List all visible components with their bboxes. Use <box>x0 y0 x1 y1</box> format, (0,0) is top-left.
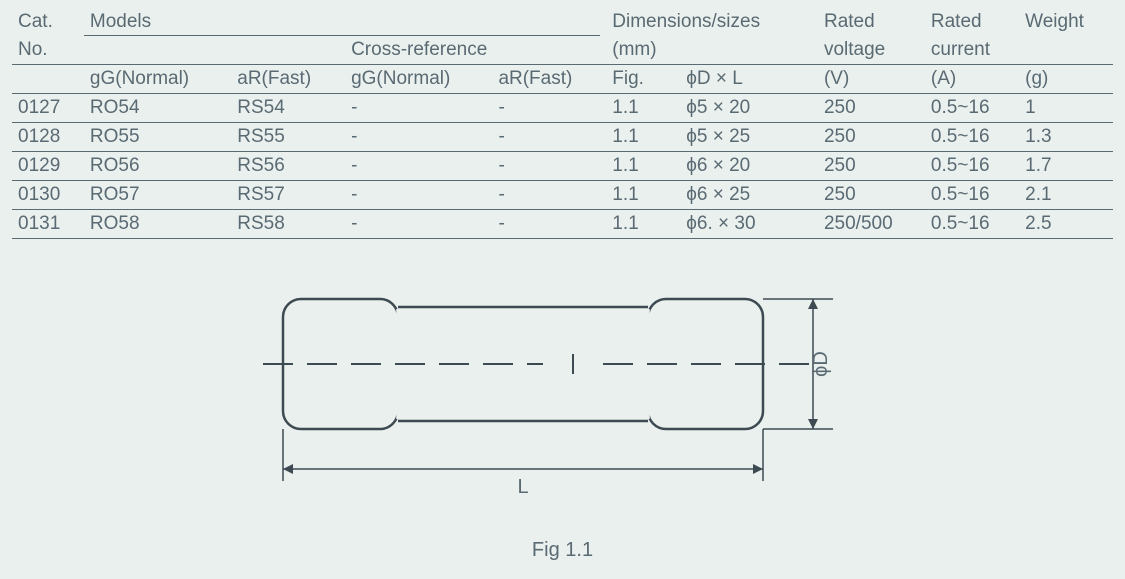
cell-dxl: ϕ6. × 30 <box>680 210 818 239</box>
table-body: 0127RO54RS54--1.1ϕ5 × 202500.5~1610128RO… <box>12 94 1113 239</box>
cell-i: 0.5~16 <box>925 210 1019 239</box>
hdr-ri-1: Rated <box>925 8 1019 36</box>
cell-xar: - <box>492 123 606 152</box>
hdr-dims-1: Dimensions/sizes <box>606 8 818 36</box>
cell-v: 250 <box>818 181 925 210</box>
svg-text:ϕD: ϕD <box>810 351 832 377</box>
cell-fig: 1.1 <box>606 181 680 210</box>
figure-wrap: ϕD L Fig 1.1 <box>12 269 1113 562</box>
cell-dxl: ϕ5 × 20 <box>680 94 818 123</box>
cell-v: 250 <box>818 94 925 123</box>
hdr-fig: Fig. <box>606 65 680 94</box>
cell-v: 250/500 <box>818 210 925 239</box>
cell-xgg: - <box>345 210 492 239</box>
cell-xgg: - <box>345 152 492 181</box>
table-row: 0128RO55RS55--1.1ϕ5 × 252500.5~161.3 <box>12 123 1113 152</box>
cell-fig: 1.1 <box>606 94 680 123</box>
cell-xar: - <box>492 94 606 123</box>
cell-cat: 0131 <box>12 210 84 239</box>
header-row-1: Cat. Models Dimensions/sizes Rated Rated… <box>12 8 1113 36</box>
hdr-catno-2: No. <box>12 36 84 65</box>
cell-dxl: ϕ6 × 20 <box>680 152 818 181</box>
hdr-rv-3: (V) <box>818 65 925 94</box>
cell-fig: 1.1 <box>606 123 680 152</box>
cell-dxl: ϕ5 × 25 <box>680 123 818 152</box>
cell-v: 250 <box>818 123 925 152</box>
hdr-rv-2: voltage <box>818 36 925 65</box>
hdr-crossref: Cross-reference <box>345 36 606 65</box>
cell-xar: - <box>492 152 606 181</box>
cell-gg: RO58 <box>84 210 231 239</box>
cell-cat: 0127 <box>12 94 84 123</box>
cell-i: 0.5~16 <box>925 94 1019 123</box>
cell-ar: RS57 <box>231 181 345 210</box>
cell-ar: RS55 <box>231 123 345 152</box>
cell-w: 1.3 <box>1019 123 1113 152</box>
cell-i: 0.5~16 <box>925 152 1019 181</box>
table-row: 0127RO54RS54--1.1ϕ5 × 202500.5~161 <box>12 94 1113 123</box>
cell-ar: RS56 <box>231 152 345 181</box>
header-row-3: gG(Normal) aR(Fast) gG(Normal) aR(Fast) … <box>12 65 1113 94</box>
cell-v: 250 <box>818 152 925 181</box>
hdr-xgg: gG(Normal) <box>345 65 492 94</box>
header-row-2: No. Cross-reference (mm) voltage current <box>12 36 1113 65</box>
cell-cat: 0129 <box>12 152 84 181</box>
table-row: 0129RO56RS56--1.1ϕ6 × 202500.5~161.7 <box>12 152 1113 181</box>
hdr-models: Models <box>84 8 606 36</box>
table-row: 0130RO57RS57--1.1ϕ6 × 252500.5~162.1 <box>12 181 1113 210</box>
cell-xar: - <box>492 181 606 210</box>
svg-text:L: L <box>517 476 528 498</box>
cell-fig: 1.1 <box>606 210 680 239</box>
cell-ar: RS54 <box>231 94 345 123</box>
hdr-gg: gG(Normal) <box>84 65 231 94</box>
cell-xgg: - <box>345 181 492 210</box>
hdr-w-1: Weight <box>1019 8 1113 36</box>
page-root: Cat. Models Dimensions/sizes Rated Rated… <box>0 0 1125 562</box>
figure-caption: Fig 1.1 <box>532 539 593 562</box>
cell-i: 0.5~16 <box>925 123 1019 152</box>
hdr-dxl: ϕD × L <box>680 65 818 94</box>
cell-w: 1.7 <box>1019 152 1113 181</box>
cell-gg: RO56 <box>84 152 231 181</box>
hdr-rv-1: Rated <box>818 8 925 36</box>
hdr-w-2: (g) <box>1019 65 1113 94</box>
hdr-ar: aR(Fast) <box>231 65 345 94</box>
cell-w: 2.1 <box>1019 181 1113 210</box>
cell-gg: RO57 <box>84 181 231 210</box>
cell-dxl: ϕ6 × 25 <box>680 181 818 210</box>
cell-xgg: - <box>345 123 492 152</box>
hdr-ri-2: current <box>925 36 1019 65</box>
figure-1-1: ϕD L <box>243 269 883 529</box>
cell-ar: RS58 <box>231 210 345 239</box>
cell-xgg: - <box>345 94 492 123</box>
cell-gg: RO55 <box>84 123 231 152</box>
spec-table: Cat. Models Dimensions/sizes Rated Rated… <box>12 8 1113 239</box>
hdr-ri-3: (A) <box>925 65 1019 94</box>
cell-w: 2.5 <box>1019 210 1113 239</box>
cell-fig: 1.1 <box>606 152 680 181</box>
table-row: 0131RO58RS58--1.1ϕ6. × 30250/5000.5~162.… <box>12 210 1113 239</box>
hdr-dims-2: (mm) <box>606 36 818 65</box>
cell-i: 0.5~16 <box>925 181 1019 210</box>
cell-xar: - <box>492 210 606 239</box>
cell-cat: 0128 <box>12 123 84 152</box>
hdr-catno-1: Cat. <box>12 8 84 36</box>
cell-cat: 0130 <box>12 181 84 210</box>
cell-gg: RO54 <box>84 94 231 123</box>
hdr-xar: aR(Fast) <box>492 65 606 94</box>
cell-w: 1 <box>1019 94 1113 123</box>
